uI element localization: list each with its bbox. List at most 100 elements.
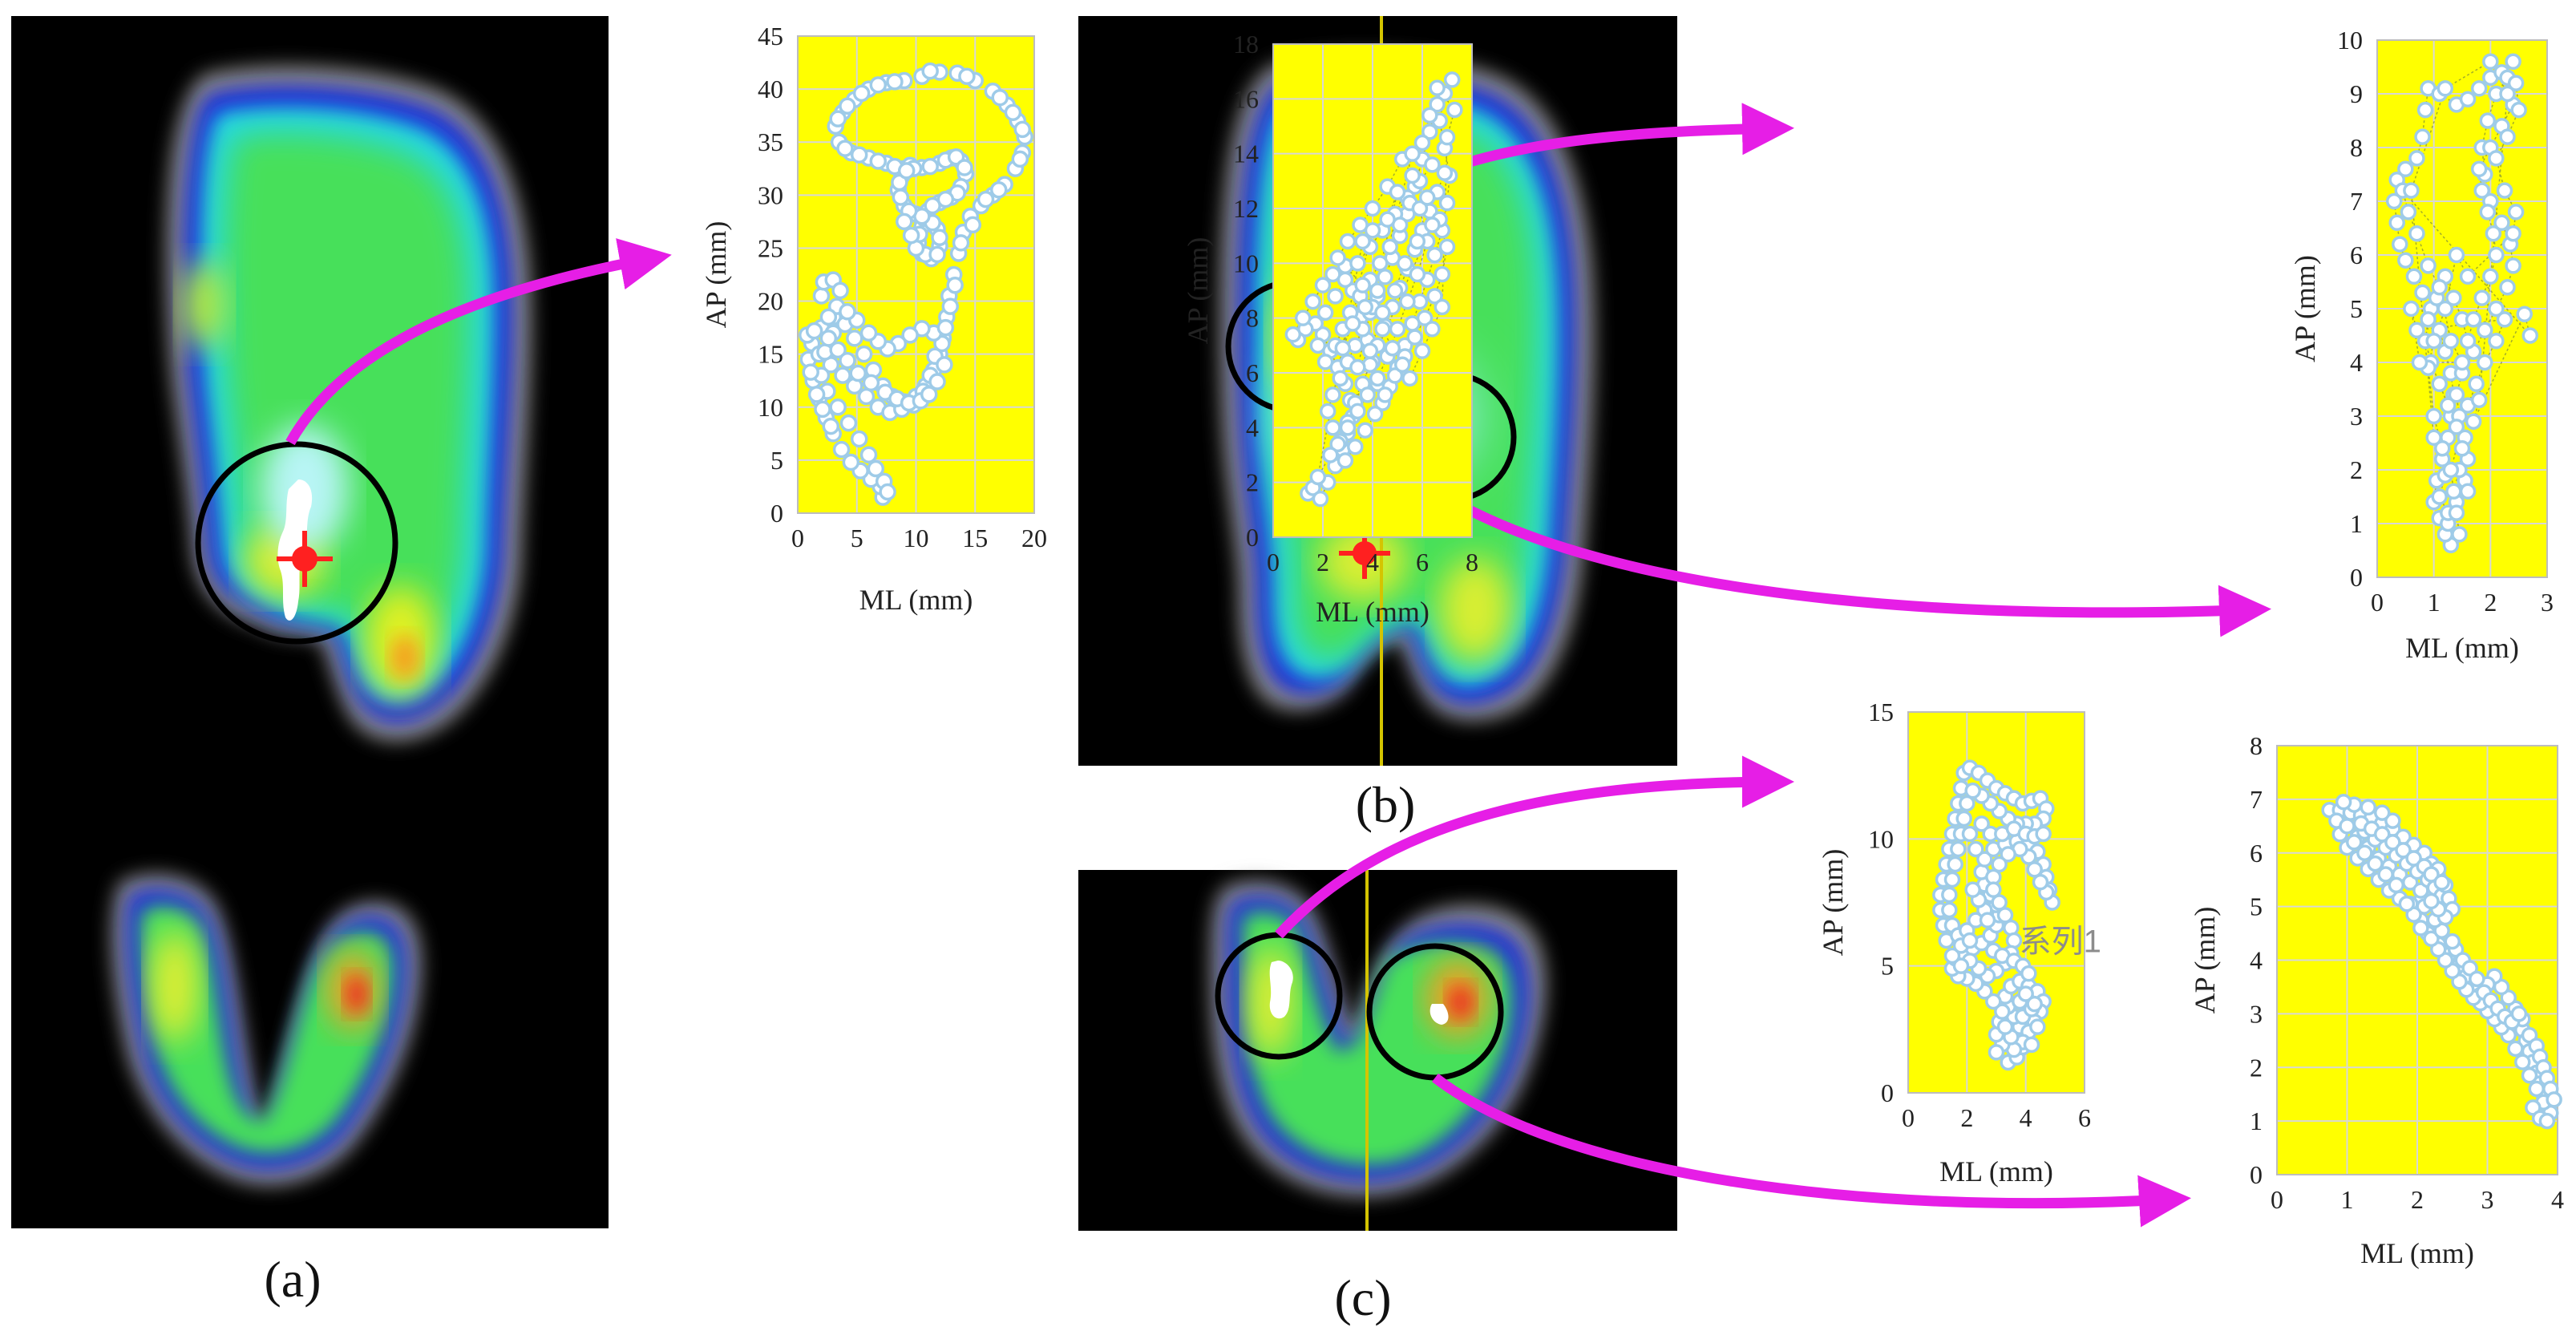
cop-trace-c-right xyxy=(1430,1004,1449,1025)
data-point xyxy=(1361,342,1379,359)
data-point xyxy=(964,216,982,234)
data-point xyxy=(946,276,964,294)
x-tick-label: 2 xyxy=(1316,548,1329,576)
data-point xyxy=(1344,315,1361,332)
data-point xyxy=(1961,932,1979,949)
data-point xyxy=(814,400,831,419)
data-point xyxy=(2403,300,2420,318)
data-point xyxy=(886,73,904,91)
data-point xyxy=(2442,332,2460,350)
y-tick-label: 12 xyxy=(1233,194,1259,223)
data-point xyxy=(1979,912,1996,928)
panel-label-c: (c) xyxy=(1334,1269,1391,1326)
y-tick-label: 2 xyxy=(2350,455,2363,484)
data-point xyxy=(1985,993,2002,1010)
data-point xyxy=(1349,358,1366,376)
data-point xyxy=(941,297,960,315)
data-point xyxy=(1329,249,1346,266)
y-tick-label: 10 xyxy=(2337,26,2363,55)
x-tick-label: 6 xyxy=(2078,1103,2091,1132)
data-point xyxy=(1389,184,1406,200)
data-point xyxy=(829,341,847,359)
y-axis-label: AP (mm) xyxy=(1182,237,1214,345)
arrow-c-right xyxy=(1432,1073,2191,1228)
x-tick-label: 2 xyxy=(2484,588,2497,617)
y-tick-label: 3 xyxy=(2250,999,2263,1028)
cop-trace-a xyxy=(277,479,313,621)
plot-frame xyxy=(1907,711,2085,1094)
y-tick-label: 40 xyxy=(758,75,783,103)
data-point xyxy=(936,318,955,337)
panel-label-b: (b) xyxy=(1356,776,1416,833)
data-point xyxy=(2469,970,2485,988)
data-point xyxy=(2546,1091,2562,1108)
y-tick-label: 10 xyxy=(758,393,783,422)
data-point xyxy=(1372,255,1389,272)
y-tick-label: 3 xyxy=(2350,402,2363,431)
y-tick-label: 0 xyxy=(2250,1160,2263,1189)
data-point xyxy=(990,180,1008,199)
data-point xyxy=(1389,321,1406,338)
data-point xyxy=(1334,340,1352,357)
data-point xyxy=(2434,439,2451,457)
y-tick-label: 45 xyxy=(758,22,783,51)
data-point xyxy=(1322,447,1339,463)
data-point xyxy=(2477,322,2493,339)
x-tick-label: 4 xyxy=(1366,548,1379,576)
data-point xyxy=(839,303,856,321)
data-point xyxy=(1438,194,1456,212)
data-point xyxy=(2459,268,2477,285)
data-point xyxy=(2412,920,2429,937)
x-tick-label: 0 xyxy=(2371,588,2384,617)
data-point xyxy=(2538,1112,2556,1130)
data-point xyxy=(952,234,970,252)
x-tick-label: 0 xyxy=(791,524,804,552)
x-tick-label: 4 xyxy=(2020,1103,2032,1132)
data-point xyxy=(1418,189,1436,206)
data-point xyxy=(1413,342,1431,359)
chart-b2: 0 1 2 3 0 1 2 3 4 5 6 7 8 9 10 ML (mm) AP (mm) xyxy=(2289,26,2554,664)
data-point xyxy=(1446,101,1463,119)
data-point xyxy=(2505,53,2521,71)
x-tick-label: 2 xyxy=(2411,1185,2424,1214)
data-point xyxy=(2444,932,2461,950)
data-point xyxy=(1964,782,1981,799)
data-point xyxy=(2346,834,2363,851)
y-tick-label: 5 xyxy=(2250,892,2263,921)
chart-c2: 0 1 2 3 4 0 1 2 3 4 5 6 7 8 ML (mm) AP (mm) xyxy=(2189,731,2564,1269)
y-tick-label: 5 xyxy=(1881,952,1894,981)
panel-label-a: (a) xyxy=(264,1251,321,1308)
data-point xyxy=(839,97,856,115)
y-axis-label: AP (mm) xyxy=(2289,255,2321,362)
arrow-c-left xyxy=(1275,755,1794,939)
y-tick-label: 7 xyxy=(2350,187,2363,216)
cop-cross-b xyxy=(1339,528,1390,579)
x-tick-label: 0 xyxy=(2271,1185,2283,1214)
data-point xyxy=(1943,947,1961,965)
y-tick-label: 0 xyxy=(1246,523,1259,552)
data-point xyxy=(2400,204,2417,220)
data-point xyxy=(1941,886,1958,904)
data-point xyxy=(2431,488,2448,505)
data-point xyxy=(2493,214,2510,232)
data-point xyxy=(829,398,847,416)
data-point xyxy=(1988,1044,2005,1061)
data-point xyxy=(2499,128,2516,145)
data-point xyxy=(2384,812,2401,829)
data-point xyxy=(2440,397,2457,414)
y-axis-label: AP (mm) xyxy=(2189,907,2221,1014)
y-tick-label: 2 xyxy=(1246,468,1259,497)
data-point xyxy=(2414,128,2431,145)
x-tick-label: 3 xyxy=(2541,588,2554,617)
data-point xyxy=(1339,233,1357,250)
data-point xyxy=(2423,866,2440,883)
plot-frame xyxy=(2376,39,2548,578)
data-point xyxy=(1401,370,1418,387)
data-point xyxy=(1955,810,1972,827)
data-point xyxy=(1947,856,1963,873)
data-point xyxy=(1416,309,1434,326)
data-point xyxy=(2445,289,2462,306)
data-point xyxy=(859,324,878,342)
data-point xyxy=(1364,222,1381,239)
data-point xyxy=(1973,815,1990,832)
